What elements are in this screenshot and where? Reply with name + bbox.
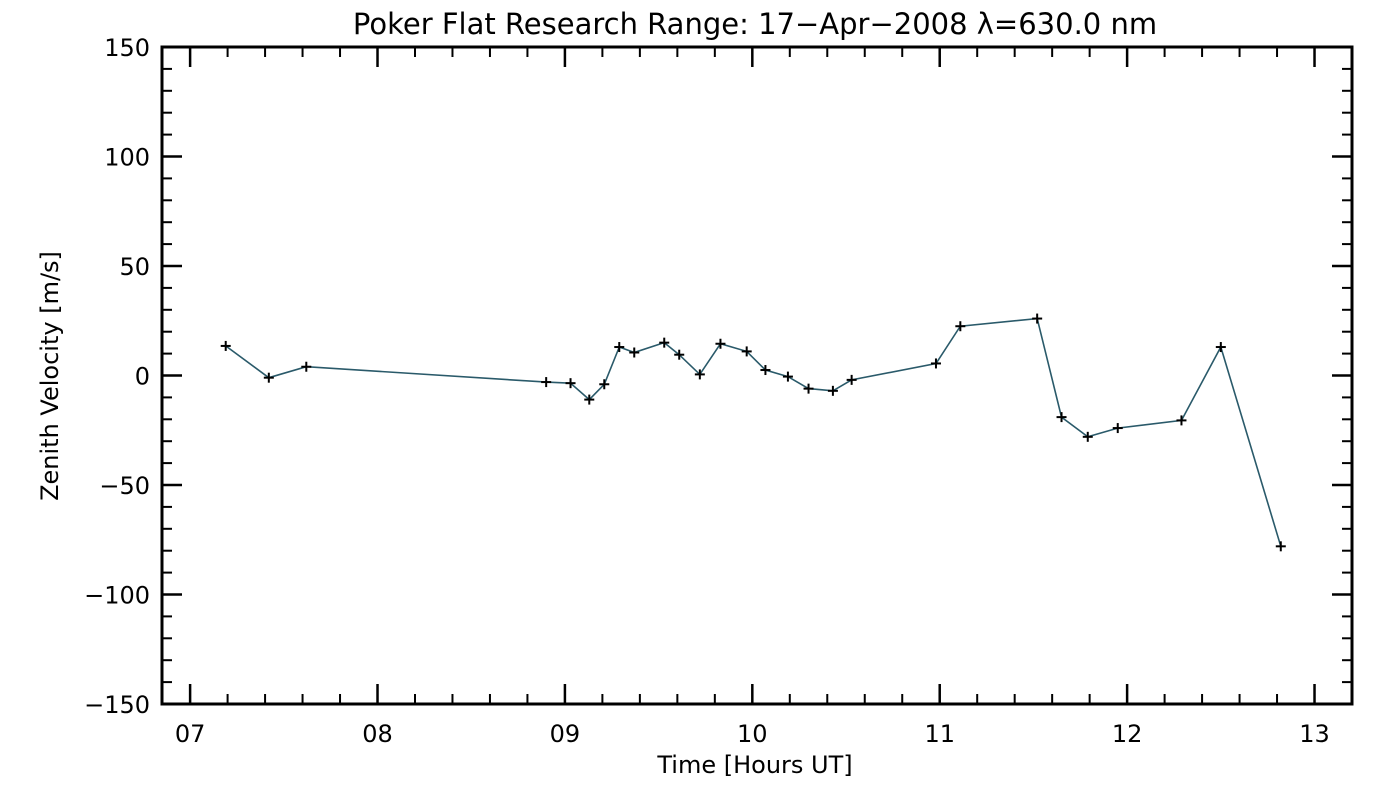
- data-point: [220, 340, 231, 351]
- data-point: [827, 385, 838, 396]
- x-tick-label: 08: [362, 720, 393, 748]
- x-axis-label: Time [Hours UT]: [656, 751, 852, 779]
- data-point: [930, 358, 941, 369]
- x-tick-label: 13: [1299, 720, 1330, 748]
- data-point: [659, 337, 670, 348]
- data-point: [599, 379, 610, 390]
- data-point: [715, 338, 726, 349]
- y-tick-label: 50: [119, 253, 150, 281]
- y-tick-label: 0: [135, 363, 150, 391]
- data-point: [1056, 412, 1067, 423]
- data-point: [1112, 423, 1123, 434]
- y-tick-label: −150: [84, 691, 150, 719]
- data-point: [1082, 431, 1093, 442]
- data-point: [955, 321, 966, 332]
- plot-area: [220, 313, 1286, 552]
- data-point: [1275, 541, 1286, 552]
- data-point: [263, 372, 274, 383]
- data-point: [1176, 415, 1187, 426]
- data-point: [301, 361, 312, 372]
- data-point: [629, 347, 640, 358]
- axes: 07 08 09 10 11 12 13 −150 −100 −50 0 50 100 150: [84, 34, 1354, 748]
- chart-title: Poker Flat Research Range: 17−Apr−2008 λ…: [353, 7, 1157, 41]
- y-tick-label: 150: [104, 34, 150, 62]
- data-point: [1215, 342, 1226, 353]
- y-tick-label: −50: [99, 472, 150, 500]
- y-axis-label: Zenith Velocity [m/s]: [36, 251, 64, 501]
- y-tick-label: −100: [84, 582, 150, 610]
- data-point: [741, 346, 752, 357]
- data-point: [782, 371, 793, 382]
- x-tick-label: 12: [1112, 720, 1143, 748]
- x-tick-label: 07: [175, 720, 206, 748]
- y-tick-label: 100: [104, 144, 150, 172]
- data-point: [694, 369, 705, 380]
- data-point: [1032, 313, 1043, 324]
- x-tick-label: 10: [737, 720, 768, 748]
- data-point: [674, 349, 685, 360]
- data-point: [614, 342, 625, 353]
- data-point: [584, 394, 595, 405]
- plot-frame: [160, 45, 1354, 706]
- series-line: [225, 317, 1282, 547]
- x-tick-label: 09: [550, 720, 581, 748]
- x-tick-label: 11: [924, 720, 955, 748]
- data-point: [541, 377, 552, 388]
- data-point: [846, 374, 857, 385]
- data-point: [760, 365, 771, 376]
- data-point: [803, 383, 814, 394]
- data-point: [565, 378, 576, 389]
